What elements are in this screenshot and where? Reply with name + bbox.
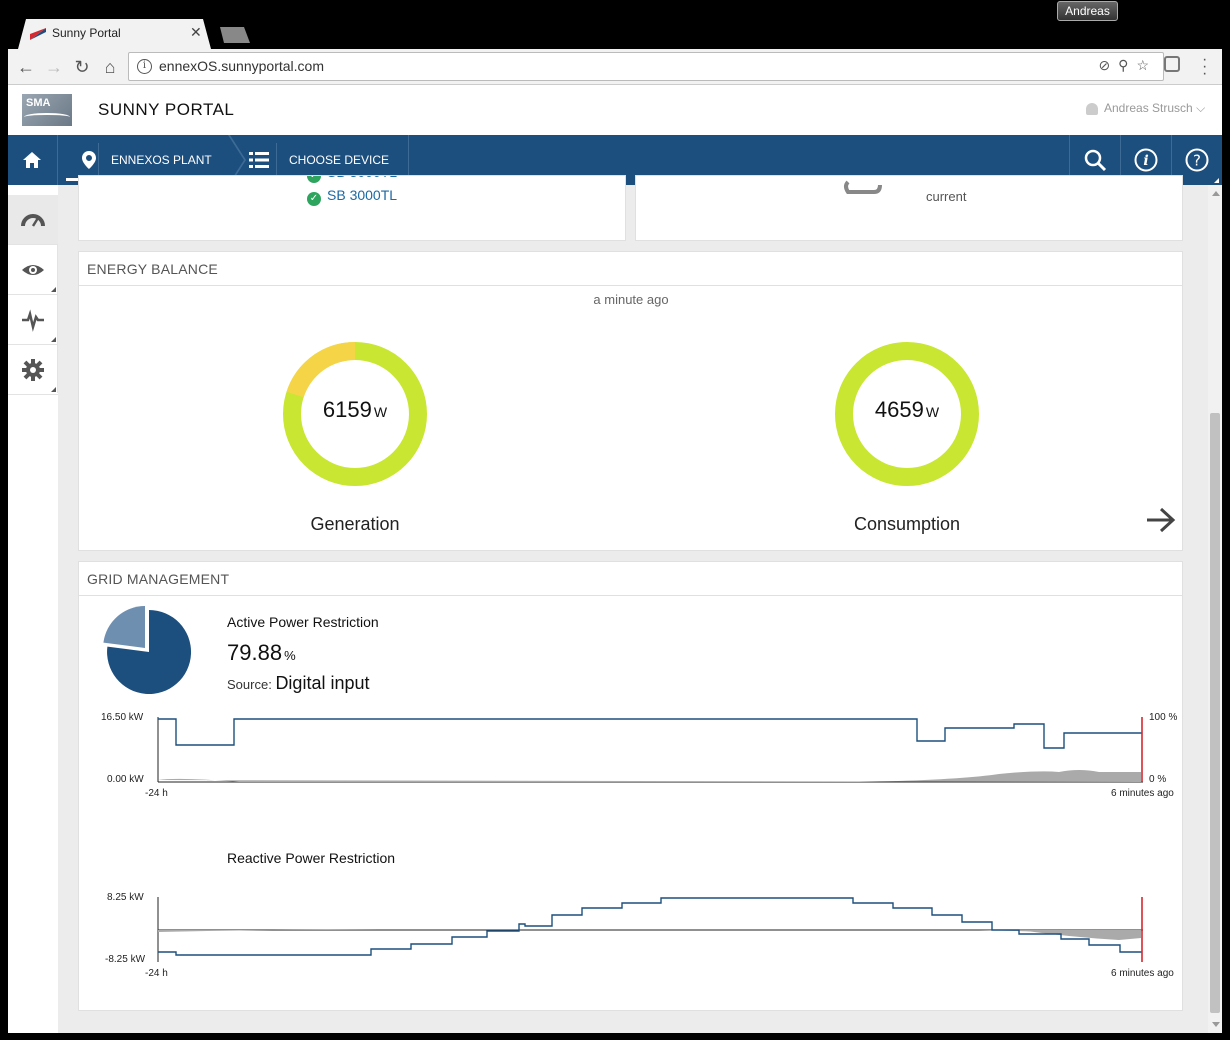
chevron-down-icon: ⌵ <box>1196 101 1206 115</box>
consumption-value: 4659 W <box>874 397 940 422</box>
new-tab-button[interactable] <box>220 27 250 43</box>
svg-text:?: ? <box>1193 152 1201 170</box>
active-x-start: -24 h <box>145 788 168 799</box>
cookie-blocked-icon: ⊘ <box>1098 57 1119 73</box>
gear-icon <box>22 359 44 381</box>
active-power-value: 79.88% <box>227 640 296 665</box>
choose-device-button[interactable]: CHOOSE DEVICE <box>289 153 390 167</box>
portal-brand: SUNNY PORTAL <box>98 100 235 119</box>
page-scrollbar[interactable] <box>1208 185 1222 1033</box>
extension-icon[interactable] <box>1164 56 1180 72</box>
side-item-analysis[interactable] <box>8 295 58 345</box>
energy-balance-updated: a minute ago <box>593 292 669 307</box>
side-item-monitoring[interactable] <box>8 245 58 295</box>
reactive-x-end: 6 minutes ago <box>1111 968 1174 979</box>
active-y-max: 16.50 kW <box>101 712 144 723</box>
pulse-icon <box>22 309 44 332</box>
browser-toolbar: ← → ↻ ⌂ i ennexOS.sunnyportal.com ⊘⚲☆ · ·… <box>8 49 1222 85</box>
active-y-min: 0.00 kW <box>107 774 144 785</box>
generation-donut[interactable] <box>275 334 435 494</box>
nav-help[interactable]: ? <box>1171 135 1221 185</box>
generation-value: 6159 W <box>322 397 388 422</box>
bookmark-star-icon: ☆ <box>1136 57 1157 73</box>
web-page: SMA SUNNY PORTAL Andreas Strusch ⌵ ENNEX… <box>8 85 1222 1033</box>
dashboard-content: ✓SB 3000TL ✓SB 3000TL current ENERGY BAL… <box>58 175 1208 1033</box>
status-card: current <box>635 175 1183 241</box>
nav-home[interactable] <box>8 135 58 185</box>
reactive-y-max: 8.25 kW <box>107 892 144 903</box>
search-icon <box>1084 149 1107 172</box>
gauge-icon <box>21 214 45 227</box>
tab-title: Sunny Portal <box>52 26 121 40</box>
arrow-right-icon[interactable] <box>1145 506 1177 534</box>
side-item-dashboard[interactable] <box>8 195 58 245</box>
energy-balance-card: ENERGY BALANCE a minute ago 6159 W Genera… <box>78 251 1183 551</box>
nav-plant-label: ENNEXOS PLANT <box>111 153 212 167</box>
browser-tab[interactable] <box>18 19 211 49</box>
scroll-up-arrow[interactable] <box>1212 191 1220 196</box>
help-icon: ? <box>1185 148 1209 172</box>
site-info-icon[interactable]: i <box>137 59 152 74</box>
consumption-label: Consumption <box>853 514 961 534</box>
grid-management-title: GRID MANAGEMENT <box>87 571 230 587</box>
location-pin-icon <box>82 151 96 169</box>
consumption-donut[interactable] <box>827 334 987 494</box>
back-icon[interactable]: ← <box>17 57 35 77</box>
active-y2-min: 0 % <box>1149 774 1167 785</box>
reactive-power-title: Reactive Power Restriction <box>227 850 396 866</box>
reactive-x-start: -24 h <box>145 968 168 979</box>
info-icon: i <box>1134 148 1158 172</box>
portal-header: SMA SUNNY PORTAL Andreas Strusch ⌵ <box>8 85 1222 135</box>
current-label: current <box>926 189 967 204</box>
forward-icon[interactable]: → <box>45 57 63 77</box>
side-item-settings[interactable] <box>8 345 58 395</box>
cloud-icon <box>844 180 882 194</box>
energy-balance-title: ENERGY BALANCE <box>87 261 218 277</box>
device-item[interactable]: ✓SB 3000TL <box>307 187 397 206</box>
user-icon <box>1086 102 1098 115</box>
active-power-chart[interactable] <box>79 702 1184 802</box>
pin-icon: ⚲ <box>1118 57 1137 73</box>
scroll-thumb[interactable] <box>1210 413 1220 1013</box>
tab-close-icon[interactable]: ✕ <box>190 24 202 40</box>
address-url[interactable]: ennexOS.sunnyportal.com <box>159 58 324 74</box>
reactive-y-min: -8.25 kW <box>105 954 146 965</box>
os-user-badge[interactable]: Andreas <box>1057 1 1118 21</box>
active-power-source: Source: Digital input <box>227 673 370 693</box>
reactive-power-chart[interactable] <box>79 882 1184 982</box>
svg-text:i: i <box>1143 153 1148 169</box>
devices-card: ✓SB 3000TL ✓SB 3000TL <box>78 175 626 241</box>
user-menu[interactable]: Andreas Strusch ⌵ <box>1086 101 1205 116</box>
active-y2-max: 100 % <box>1149 712 1178 723</box>
sma-logo[interactable]: SMA <box>22 94 72 126</box>
list-icon[interactable] <box>249 151 269 169</box>
address-bar[interactable]: i ennexOS.sunnyportal.com ⊘⚲☆ <box>128 52 1164 81</box>
check-icon: ✓ <box>307 176 321 183</box>
omnibox-actions[interactable]: ⊘⚲☆ <box>1098 57 1157 74</box>
home-icon <box>23 152 41 168</box>
active-power-pie <box>103 606 192 694</box>
active-x-end: 6 minutes ago <box>1111 788 1174 799</box>
nav-search[interactable] <box>1069 135 1119 185</box>
device-item[interactable]: ✓SB 3000TL <box>307 176 397 183</box>
eye-icon <box>22 265 44 275</box>
home-icon[interactable]: ⌂ <box>104 57 116 77</box>
check-icon: ✓ <box>307 192 321 206</box>
generation-label: Generation <box>310 514 400 534</box>
side-menu <box>8 195 58 395</box>
generation-yellow-arc <box>286 342 356 398</box>
active-power-title: Active Power Restriction <box>227 614 379 630</box>
browser-menu-icon[interactable]: · · · <box>1202 51 1208 82</box>
sma-favicon-icon <box>30 28 46 40</box>
grid-management-card: GRID MANAGEMENT Active Power Restriction… <box>78 561 1183 1011</box>
reload-icon[interactable]: ↻ <box>74 57 90 77</box>
scroll-down-arrow[interactable] <box>1212 1022 1220 1027</box>
